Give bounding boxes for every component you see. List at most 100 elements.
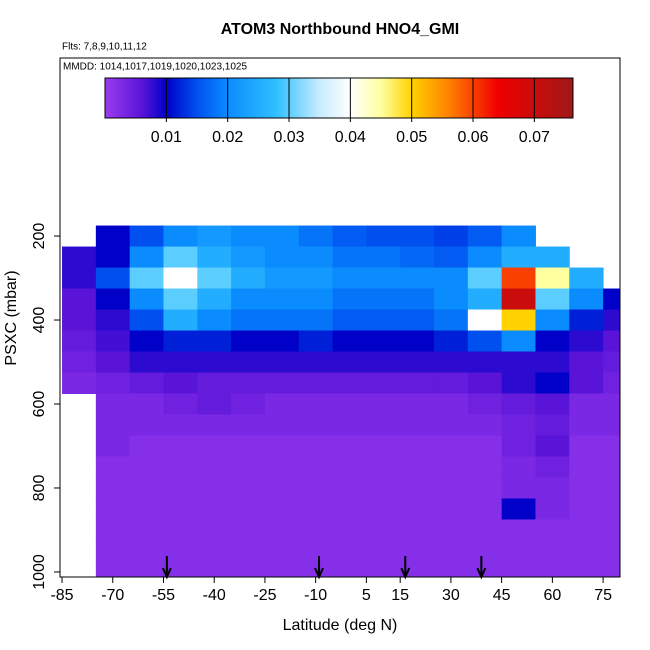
colorbar-tick-label: 0.05	[396, 129, 427, 146]
cell	[434, 309, 469, 332]
cell	[129, 330, 164, 353]
cell	[298, 456, 334, 478]
colorbar	[104, 77, 574, 119]
cell	[501, 330, 536, 353]
cell	[501, 309, 536, 332]
cell	[129, 414, 164, 436]
cell	[467, 267, 503, 290]
cell	[298, 414, 334, 436]
x-tick-label: 5	[362, 587, 371, 604]
cell	[535, 456, 570, 478]
cell	[400, 246, 435, 269]
cell	[95, 288, 131, 311]
cell	[535, 435, 570, 457]
cell	[366, 330, 401, 353]
flight-marker	[400, 556, 411, 580]
cell	[501, 414, 536, 436]
cell	[231, 393, 266, 415]
colorbar-tick-label: 0.07	[519, 129, 550, 146]
cell	[366, 561, 401, 577]
cell	[501, 372, 536, 395]
cell	[366, 393, 401, 415]
arrow-head	[314, 567, 324, 580]
cell	[129, 435, 164, 457]
cell	[197, 414, 232, 436]
x-tick-label: 45	[493, 587, 511, 604]
cell	[501, 498, 536, 520]
cell	[400, 456, 435, 478]
cell	[569, 435, 604, 457]
cell	[163, 246, 198, 269]
cell	[197, 372, 232, 395]
arrow-head	[400, 567, 411, 580]
cell	[264, 561, 300, 577]
cell	[231, 435, 266, 457]
x-tick-label: -85	[50, 587, 73, 604]
heatmap	[62, 225, 620, 577]
cell	[163, 267, 198, 290]
cell	[163, 393, 198, 415]
cell	[603, 435, 620, 457]
cell	[197, 540, 232, 562]
cell	[298, 225, 334, 248]
cell	[298, 435, 334, 457]
cell	[434, 477, 469, 499]
cell	[332, 309, 367, 332]
cell	[298, 309, 334, 332]
cell	[332, 540, 367, 562]
cell	[264, 351, 300, 374]
cell	[129, 351, 164, 374]
cell	[603, 540, 620, 562]
cell	[231, 414, 266, 436]
cell	[569, 309, 604, 332]
cell	[434, 561, 469, 577]
cell	[197, 309, 232, 332]
cell	[535, 477, 570, 499]
cell	[231, 246, 266, 269]
cell	[400, 309, 435, 332]
cell	[501, 246, 536, 269]
cell	[264, 498, 300, 520]
cell	[163, 477, 198, 499]
cell	[603, 561, 620, 577]
cell	[501, 267, 536, 290]
cell	[366, 246, 401, 269]
x-tick-label: -70	[101, 587, 124, 604]
cell	[467, 414, 503, 436]
cell	[264, 435, 300, 457]
cell	[231, 267, 266, 290]
cell	[197, 393, 232, 415]
cell	[569, 477, 604, 499]
cell	[467, 246, 503, 269]
cell	[62, 246, 97, 269]
x-tick-label: 60	[543, 587, 561, 604]
cell	[400, 519, 435, 541]
flight-marker	[161, 556, 172, 580]
cell	[95, 393, 131, 415]
cell	[231, 498, 266, 520]
flight-marker	[314, 556, 324, 580]
cell	[535, 288, 570, 311]
cell	[62, 267, 97, 290]
cell	[535, 330, 570, 353]
cell	[535, 498, 570, 520]
x-tick-label: 75	[594, 587, 612, 604]
cell	[298, 477, 334, 499]
cell	[501, 351, 536, 374]
arrow-head	[476, 567, 487, 580]
cell	[231, 561, 266, 577]
cell	[332, 498, 367, 520]
colorbar-tick-label: 0.06	[457, 129, 488, 146]
cell	[569, 288, 604, 311]
cell	[197, 456, 232, 478]
cell	[332, 561, 367, 577]
cell	[332, 246, 367, 269]
plot-frame	[59, 57, 621, 578]
cell	[366, 372, 401, 395]
cell	[400, 498, 435, 520]
cell	[197, 330, 232, 353]
cell	[264, 372, 300, 395]
cell	[569, 267, 604, 290]
cell	[197, 519, 232, 541]
cell	[129, 309, 164, 332]
